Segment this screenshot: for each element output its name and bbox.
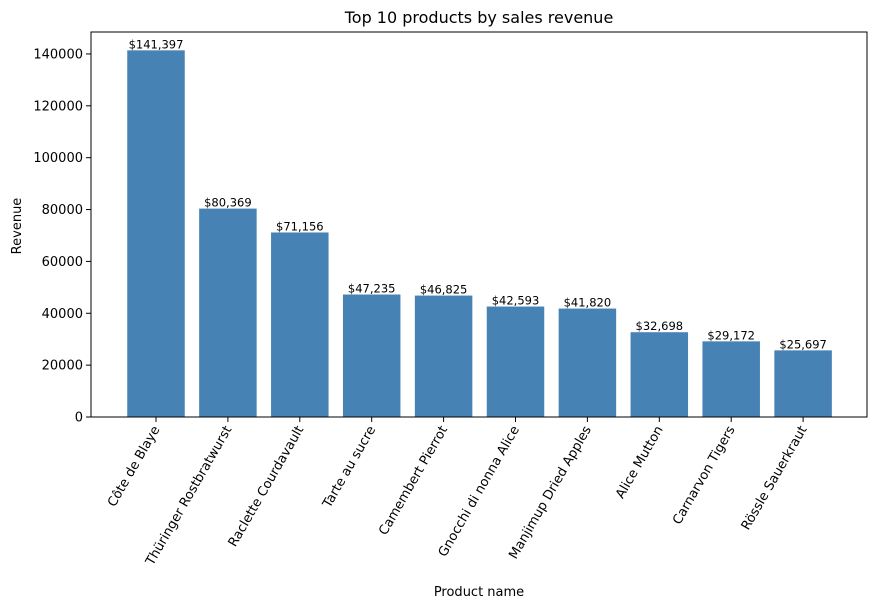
bar xyxy=(558,308,617,417)
x-tick-label: Carnarvon Tigers xyxy=(670,423,739,527)
bar xyxy=(630,332,689,417)
bar-value-label: $42,593 xyxy=(492,294,540,308)
y-tick-label: 40000 xyxy=(42,307,83,322)
x-axis-label: Product name xyxy=(434,585,524,600)
x-tick-label: Rössle Sauerkraut xyxy=(739,424,811,533)
bar-value-label: $32,698 xyxy=(636,319,684,333)
bar xyxy=(199,208,257,417)
bar-value-labels: $141,397 $80,369 $71,156 $47,235 $46,825 $42,… xyxy=(129,37,827,351)
x-tick-label: Alice Mutton xyxy=(613,424,667,502)
y-axis-ticks: 0 20000 40000 60000 80000 100000 120000 140000 xyxy=(33,47,91,426)
bar-value-label: $46,825 xyxy=(420,283,468,297)
bar xyxy=(702,341,760,417)
bar xyxy=(271,232,329,417)
bar-value-label: $71,156 xyxy=(276,219,324,233)
y-tick-label: 80000 xyxy=(42,203,83,218)
bar-value-label: $141,397 xyxy=(129,37,184,51)
bars xyxy=(127,50,832,417)
x-tick-label: Camembert Pierrot xyxy=(376,423,451,538)
y-tick-label: 140000 xyxy=(33,47,83,62)
bar xyxy=(414,295,473,417)
y-tick-label: 0 xyxy=(75,411,83,426)
bar xyxy=(127,50,185,417)
x-tick-label: Gnocchi di nonna Alice xyxy=(436,424,523,560)
y-tick-label: 60000 xyxy=(42,255,83,270)
bar-value-label: $80,369 xyxy=(204,196,252,210)
bar-value-label: $41,820 xyxy=(564,296,612,310)
x-tick-label: Thüringer Rostbratwurst xyxy=(143,424,236,570)
y-tick-label: 20000 xyxy=(42,359,83,374)
y-tick-label: 120000 xyxy=(33,99,83,114)
chart-title: Top 10 products by sales revenue xyxy=(344,8,614,27)
bar xyxy=(342,294,401,417)
x-tick-label: Tarte au sucre xyxy=(320,424,379,512)
x-tick-label: Raclette Courdavault xyxy=(226,424,307,550)
bar-value-label: $29,172 xyxy=(707,328,755,342)
bar xyxy=(486,306,545,417)
x-tick-label: Manjimup Dried Apples xyxy=(506,423,595,562)
x-tick-label: Côte de Blaye xyxy=(105,424,163,510)
bar xyxy=(774,350,832,417)
y-tick-label: 100000 xyxy=(33,151,83,166)
y-axis-label: Revenue xyxy=(10,198,25,255)
bar-value-label: $47,235 xyxy=(348,282,396,296)
bar-value-label: $25,697 xyxy=(779,337,827,351)
plot-frame xyxy=(90,31,868,418)
